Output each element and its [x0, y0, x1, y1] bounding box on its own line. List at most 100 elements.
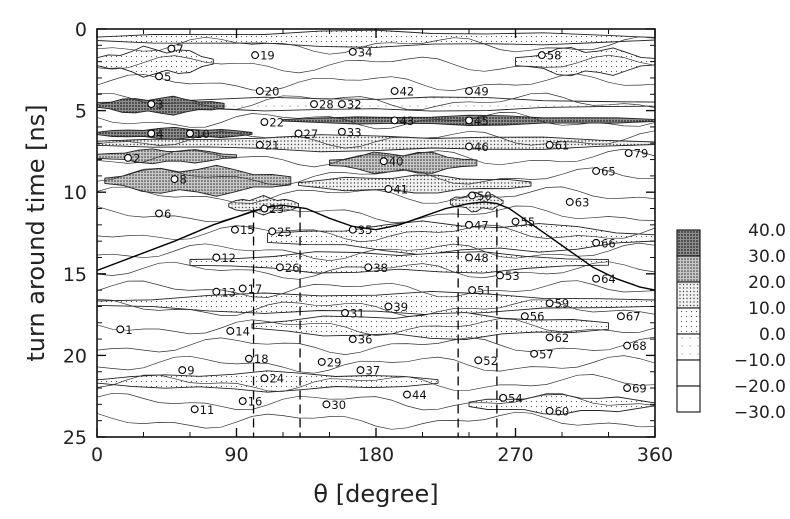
marker-circle [592, 167, 601, 175]
marker-label: 41 [393, 182, 408, 196]
marker-circle [260, 374, 269, 383]
x-tick-label: 270 [497, 444, 533, 466]
marker-circle [167, 44, 176, 53]
marker-label: 61 [555, 138, 570, 152]
marker-label: 45 [474, 114, 489, 128]
y-tick-label: 5 [75, 101, 87, 123]
colorbar-label: −30.0 [734, 403, 786, 423]
marker-circle [260, 118, 269, 126]
marker-circle [511, 217, 520, 226]
contour-band [97, 370, 439, 393]
marker-circle [565, 198, 574, 206]
marker-circle [499, 393, 508, 402]
marker-circle [238, 397, 247, 406]
marker-circle [186, 129, 194, 138]
colorbar-label: −20.0 [734, 377, 786, 397]
marker-label: 20 [265, 85, 280, 99]
marker-label: 9 [187, 364, 194, 378]
contour-line [97, 205, 655, 223]
marker-label: 30 [331, 398, 346, 412]
marker-label: 21 [265, 138, 280, 152]
marker-label: 51 [477, 284, 492, 298]
marker-label: 33 [347, 125, 362, 139]
marker-circle [623, 341, 632, 350]
marker-circle [465, 220, 473, 229]
colorbar-label: −10.0 [734, 351, 786, 371]
marker-circle [592, 274, 601, 283]
marker-label: 55 [521, 215, 536, 229]
y-tick-label: 10 [63, 182, 87, 204]
contour-line [97, 186, 655, 204]
marker-label: 37 [366, 364, 381, 378]
marker-label: 69 [632, 382, 647, 396]
marker-circle [255, 87, 264, 95]
contour-band [449, 191, 504, 213]
marker-circle [403, 390, 411, 399]
marker-label: 29 [327, 355, 342, 369]
marker-label: 43 [400, 114, 415, 128]
marker-label: 39 [393, 300, 408, 314]
marker-label: 32 [347, 98, 362, 112]
contour-line [97, 280, 655, 298]
contour-lines [97, 36, 655, 430]
marker-circle [337, 127, 346, 136]
marker-circle [356, 366, 365, 375]
colorbar-label: 40.0 [748, 221, 786, 241]
marker-label: 36 [358, 333, 373, 347]
contour-band [97, 96, 655, 112]
marker-circle [384, 184, 393, 193]
marker-label: 46 [474, 140, 489, 154]
marker-circle [244, 354, 253, 363]
x-tick-label: 360 [637, 444, 673, 466]
marker-circle [147, 129, 156, 138]
contour-line [97, 73, 655, 92]
contour-line [97, 242, 655, 262]
marker-circle [251, 51, 260, 60]
x-tick-label: 90 [224, 444, 248, 466]
marker-label: 13 [221, 285, 236, 299]
marker-circle [545, 333, 554, 342]
marker-circle [337, 100, 346, 109]
marker-circle [624, 149, 633, 157]
marker-label: 38 [373, 261, 388, 275]
y-axis-title: turn around time [ns] [22, 104, 50, 361]
contour-band [267, 220, 655, 256]
contour-line [97, 92, 655, 110]
contour-line [97, 355, 655, 374]
marker-label: 18 [254, 352, 269, 366]
marker-circle [190, 405, 199, 414]
overlay-lines [97, 201, 655, 437]
marker-label: 50 [477, 189, 492, 203]
marker-label: 4 [156, 127, 163, 141]
marker-label: 65 [601, 164, 616, 178]
contour-line [97, 336, 655, 355]
colorbar-label: 30.0 [748, 247, 786, 267]
marker-circle [537, 51, 546, 60]
colorbar-legend: 40.0 30.0 20.0 10.0 0.0 −10.0 −20.0 −30.0 [676, 221, 786, 423]
marker-label: 58 [547, 49, 562, 63]
marker-circle [275, 263, 284, 272]
y-tick-label: 15 [63, 264, 87, 286]
colorbar-label: 20.0 [748, 273, 786, 293]
marker-label: 22 [269, 116, 284, 130]
marker-label: 54 [508, 391, 523, 405]
marker-label: 79 [634, 147, 649, 161]
marker-circle [545, 299, 554, 308]
contour-band [97, 126, 253, 141]
marker-circle [310, 100, 318, 109]
marker-circle [348, 47, 357, 56]
contour-band [329, 151, 478, 175]
contour-line [97, 261, 655, 280]
marker-circle [379, 157, 388, 166]
marker-circle [178, 366, 187, 375]
marker-circle [294, 129, 303, 138]
marker-label: 67 [626, 310, 641, 324]
marker-circle [468, 191, 477, 200]
y-tick-label: 25 [63, 427, 87, 449]
marker-circle [348, 225, 357, 234]
marker-label: 60 [555, 404, 570, 418]
x-tick-label: 0 [91, 444, 103, 466]
marker-circle [545, 406, 554, 415]
